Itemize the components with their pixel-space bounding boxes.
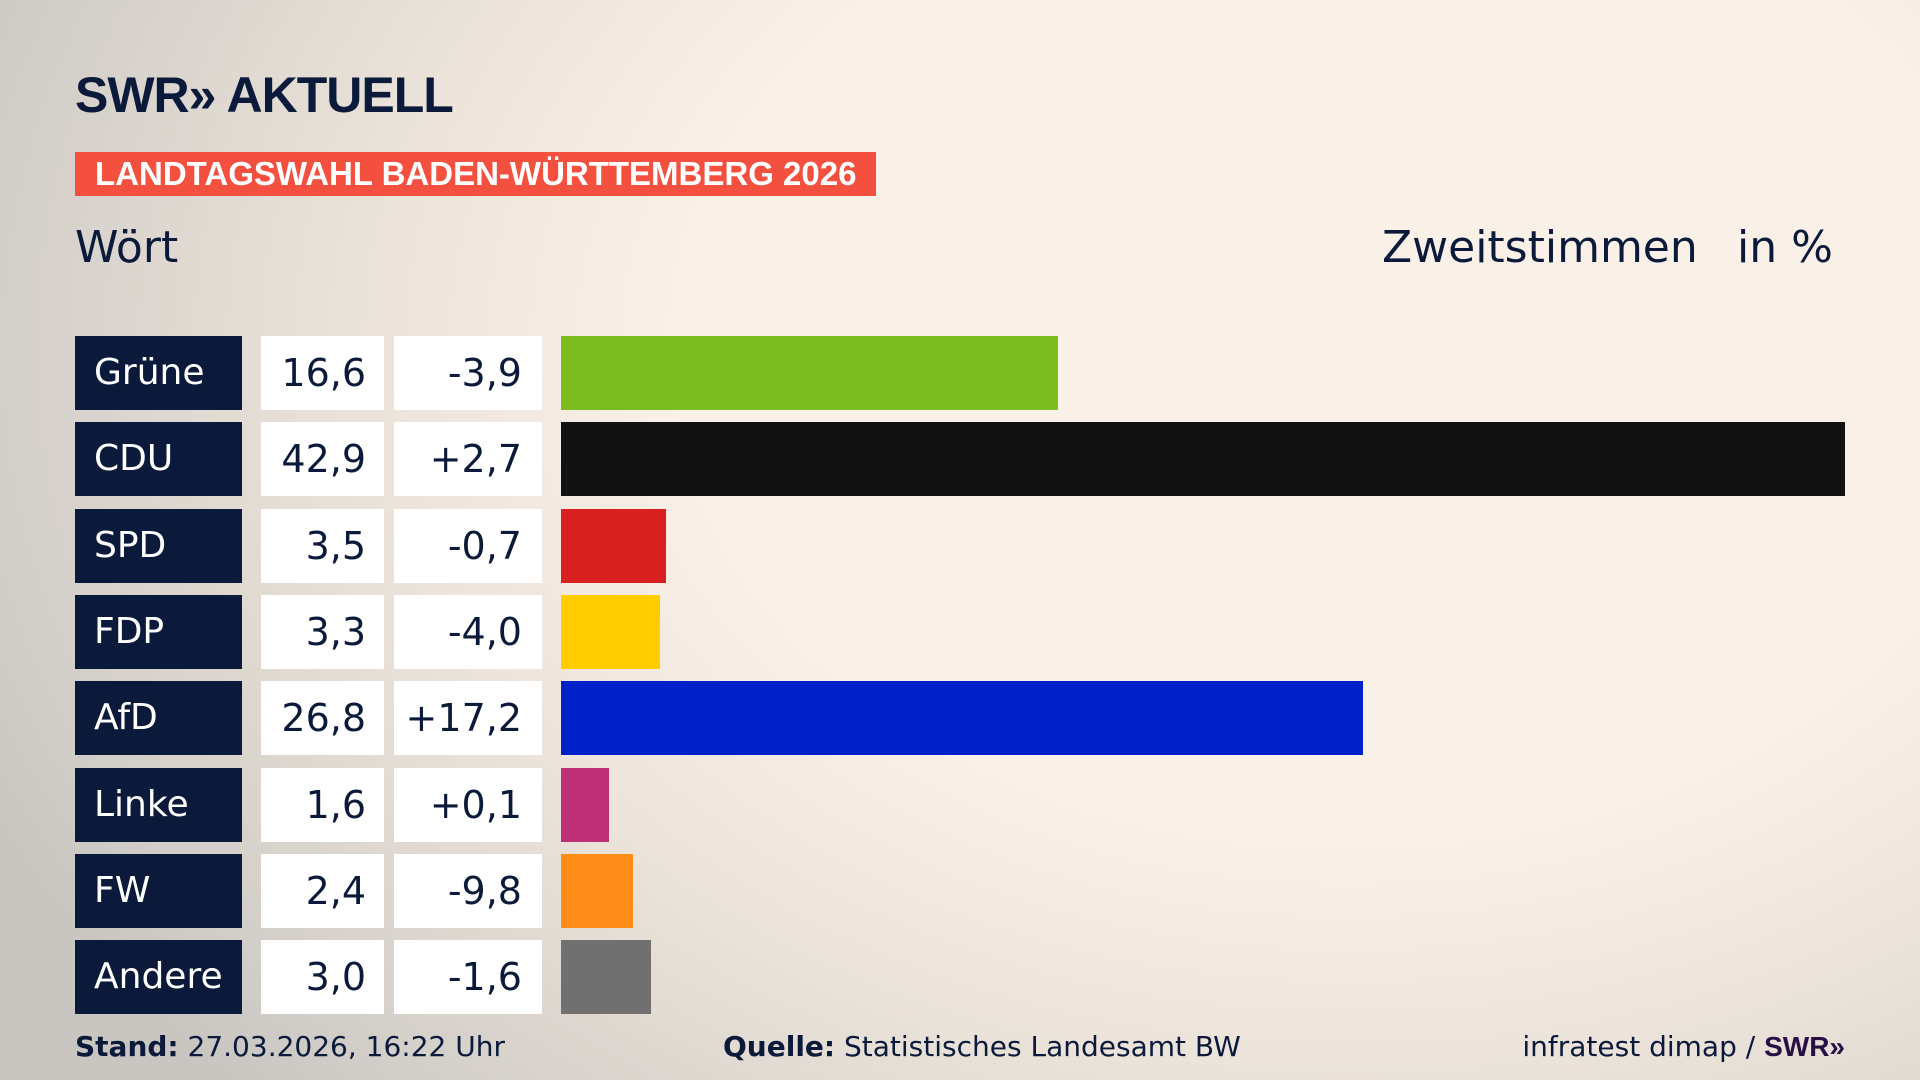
stand: Stand: 27.03.2026, 16:22 Uhr: [75, 1030, 505, 1063]
result-row: AfD 26,8 +17,2: [75, 681, 1875, 756]
credit-text: infratest dimap /: [1522, 1030, 1765, 1063]
change-label: -0,7: [394, 508, 542, 583]
value-label: 16,6: [261, 336, 384, 410]
result-row: Linke 1,6 +0,1: [75, 767, 1875, 842]
result-row: FW 2,4 -9,8: [75, 853, 1875, 928]
swr-aktuell-logo: SWR» AKTUELL: [75, 67, 454, 123]
bar: [561, 594, 660, 669]
result-row: Andere 3,0 -1,6: [75, 940, 1875, 1015]
party-label: Andere: [75, 940, 242, 1015]
change-label: +2,7: [394, 422, 542, 497]
party-label: FW: [75, 853, 242, 928]
measure-label: Zweitstimmen: [1382, 222, 1698, 273]
election-banner: LANDTAGSWAHL BADEN-WÜRTTEMBERG 2026: [75, 152, 877, 196]
result-row: SPD 3,5 -0,7: [75, 508, 1875, 583]
value-label: 3,0: [261, 940, 384, 1015]
bar: [561, 508, 666, 583]
value-label: 2,4: [261, 853, 384, 928]
party-label: SPD: [75, 508, 242, 583]
party-label: Linke: [75, 767, 242, 842]
unit-label: in %: [1737, 222, 1833, 273]
value-label: 1,6: [261, 767, 384, 842]
source-label: Quelle:: [723, 1030, 836, 1063]
value-label: 3,3: [261, 594, 384, 669]
bar: [561, 422, 1845, 497]
change-label: +0,1: [394, 767, 542, 842]
change-label: +17,2: [394, 681, 542, 756]
party-label: CDU: [75, 422, 242, 497]
bar: [561, 767, 609, 842]
source: Quelle: Statistisches Landesamt BW: [723, 1030, 1241, 1063]
party-label: AfD: [75, 681, 242, 756]
bar: [561, 681, 1364, 756]
value-label: 3,5: [261, 508, 384, 583]
change-label: -1,6: [394, 940, 542, 1015]
stand-value: 27.03.2026, 16:22 Uhr: [187, 1030, 505, 1063]
result-row: CDU 42,9 +2,7: [75, 422, 1875, 497]
result-row: Grüne 16,6 -3,9: [75, 336, 1875, 410]
change-label: -3,9: [394, 336, 542, 410]
change-label: -4,0: [394, 594, 542, 669]
party-label: FDP: [75, 594, 242, 669]
result-row: FDP 3,3 -4,0: [75, 594, 1875, 669]
value-label: 42,9: [261, 422, 384, 497]
bar: [561, 336, 1058, 410]
change-label: -9,8: [394, 853, 542, 928]
value-label: 26,8: [261, 681, 384, 756]
source-value: Statistisches Landesamt BW: [844, 1030, 1241, 1063]
bar: [561, 853, 633, 928]
swr-footer-logo: SWR»: [1764, 1031, 1845, 1062]
stand-label: Stand:: [75, 1030, 179, 1063]
party-label: Grüne: [75, 336, 242, 410]
bar: [561, 940, 651, 1015]
region-title: Wört: [75, 222, 179, 273]
credit: infratest dimap / SWR»: [1522, 1030, 1845, 1063]
